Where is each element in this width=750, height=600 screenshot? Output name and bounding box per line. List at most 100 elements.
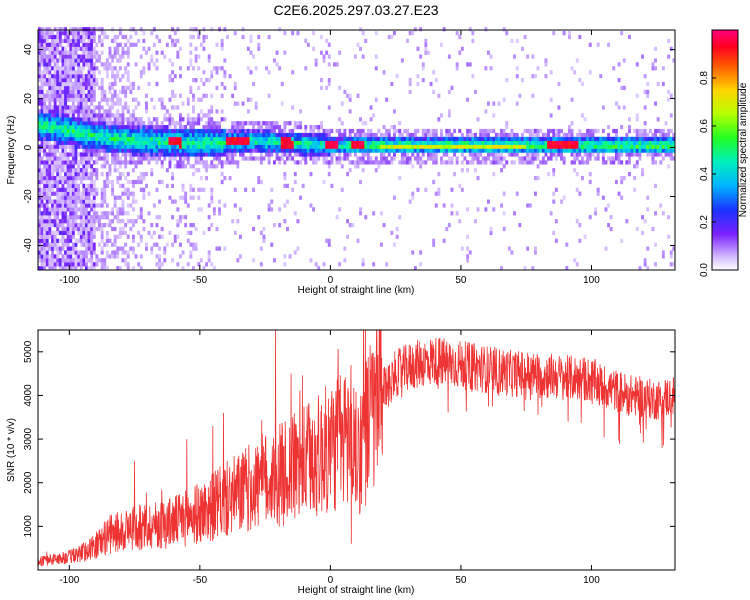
heat-cell: [64, 211, 68, 216]
heat-cell: [440, 136, 443, 142]
heat-cell: [124, 125, 128, 130]
heat-cell: [111, 66, 115, 71]
snr-xtick-label: 50: [455, 575, 467, 586]
heat-cell: [239, 125, 242, 130]
heat-cell: [56, 74, 60, 79]
heat-cell: [66, 266, 70, 271]
heat-cell: [173, 156, 177, 161]
heat-cell: [596, 136, 600, 142]
heat-cell: [500, 168, 504, 173]
heat-cell: [38, 93, 41, 98]
heat-cell: [534, 74, 537, 79]
heat-cell: [85, 50, 88, 55]
heat-cell: [126, 85, 130, 91]
heat-cell: [656, 140, 660, 145]
heat-cell: [58, 105, 62, 110]
heat-cell: [463, 148, 467, 153]
heat-cell: [523, 160, 527, 165]
heat-cell: [393, 132, 396, 138]
heat-cell: [103, 128, 107, 134]
heat-cell: [82, 199, 86, 204]
heat-cell: [202, 266, 206, 271]
heat-cell: [265, 132, 269, 138]
heat-cell: [90, 42, 94, 47]
heat-cell: [79, 215, 83, 220]
heat-cell: [283, 136, 287, 142]
heat-cell: [186, 97, 190, 102]
heat-cell: [575, 148, 579, 153]
heat-cell: [66, 219, 70, 224]
heat-cell: [71, 117, 75, 122]
heat-cell: [184, 195, 188, 200]
heat-cell: [588, 144, 592, 149]
heat-cell: [523, 128, 527, 134]
heat-cell: [56, 191, 60, 196]
heat-cell: [105, 234, 109, 239]
heat-cell: [61, 187, 65, 192]
heat-cell: [669, 254, 673, 259]
heat-cell: [455, 140, 459, 145]
heat-cell: [176, 234, 180, 239]
heat-cell: [48, 46, 52, 51]
heat-cell: [400, 58, 404, 63]
heat-cell: [61, 258, 65, 263]
heat-cell: [403, 148, 407, 153]
heat-cell: [343, 89, 347, 95]
heat-cell: [278, 136, 282, 142]
heat-cell: [66, 78, 70, 83]
heat-cell: [116, 168, 120, 173]
heat-cell: [197, 97, 201, 102]
heat-cell: [489, 160, 493, 165]
heat-cell: [40, 148, 44, 153]
heat-cell: [74, 78, 78, 83]
heat-cell: [353, 140, 357, 145]
heat-cell: [570, 152, 574, 157]
heat-cell: [158, 246, 162, 251]
heat-cell: [61, 58, 65, 63]
heat-cell: [103, 152, 107, 157]
heat-cell: [283, 125, 287, 130]
heat-cell: [596, 42, 600, 47]
heat-cell: [651, 226, 655, 232]
heat-cell: [48, 70, 52, 75]
heat-cell: [100, 258, 104, 263]
heat-cell: [69, 54, 73, 59]
heat-cell: [64, 179, 68, 185]
heat-cell: [132, 168, 135, 173]
heat-cell: [134, 132, 138, 138]
heat-cell: [536, 148, 540, 153]
heat-cell: [570, 160, 574, 165]
heat-cell: [105, 117, 109, 122]
heat-cell: [74, 250, 78, 255]
heat-cell: [77, 89, 81, 95]
heat-cell: [74, 58, 78, 63]
heat-cell: [280, 140, 284, 145]
heat-cell: [549, 140, 553, 145]
heat-cell: [85, 101, 88, 106]
heat-cell: [291, 187, 295, 192]
heat-cell: [111, 219, 115, 224]
heat-cell: [364, 160, 368, 165]
heat-cell: [171, 93, 175, 98]
heat-cell: [481, 156, 485, 161]
heat-cell: [233, 132, 237, 138]
heat-cell: [267, 144, 271, 149]
heat-cell: [181, 136, 185, 142]
heat-cell: [43, 211, 47, 216]
heat-cell: [427, 136, 430, 142]
heat-cell: [51, 242, 55, 247]
heat-cell: [231, 144, 235, 149]
heat-cell: [56, 223, 60, 228]
heat-cell: [108, 140, 112, 145]
heat-cell: [58, 211, 62, 216]
heat-cell: [267, 70, 271, 75]
heat-cell: [113, 156, 117, 161]
heat-cell: [90, 203, 94, 208]
heat-cell: [220, 81, 224, 87]
heat-cell: [615, 136, 618, 142]
heat-cell: [286, 140, 289, 145]
heat-cell: [184, 164, 188, 169]
heat-cell: [87, 93, 91, 98]
heat-cell: [481, 136, 485, 142]
heat-cell: [544, 58, 548, 63]
